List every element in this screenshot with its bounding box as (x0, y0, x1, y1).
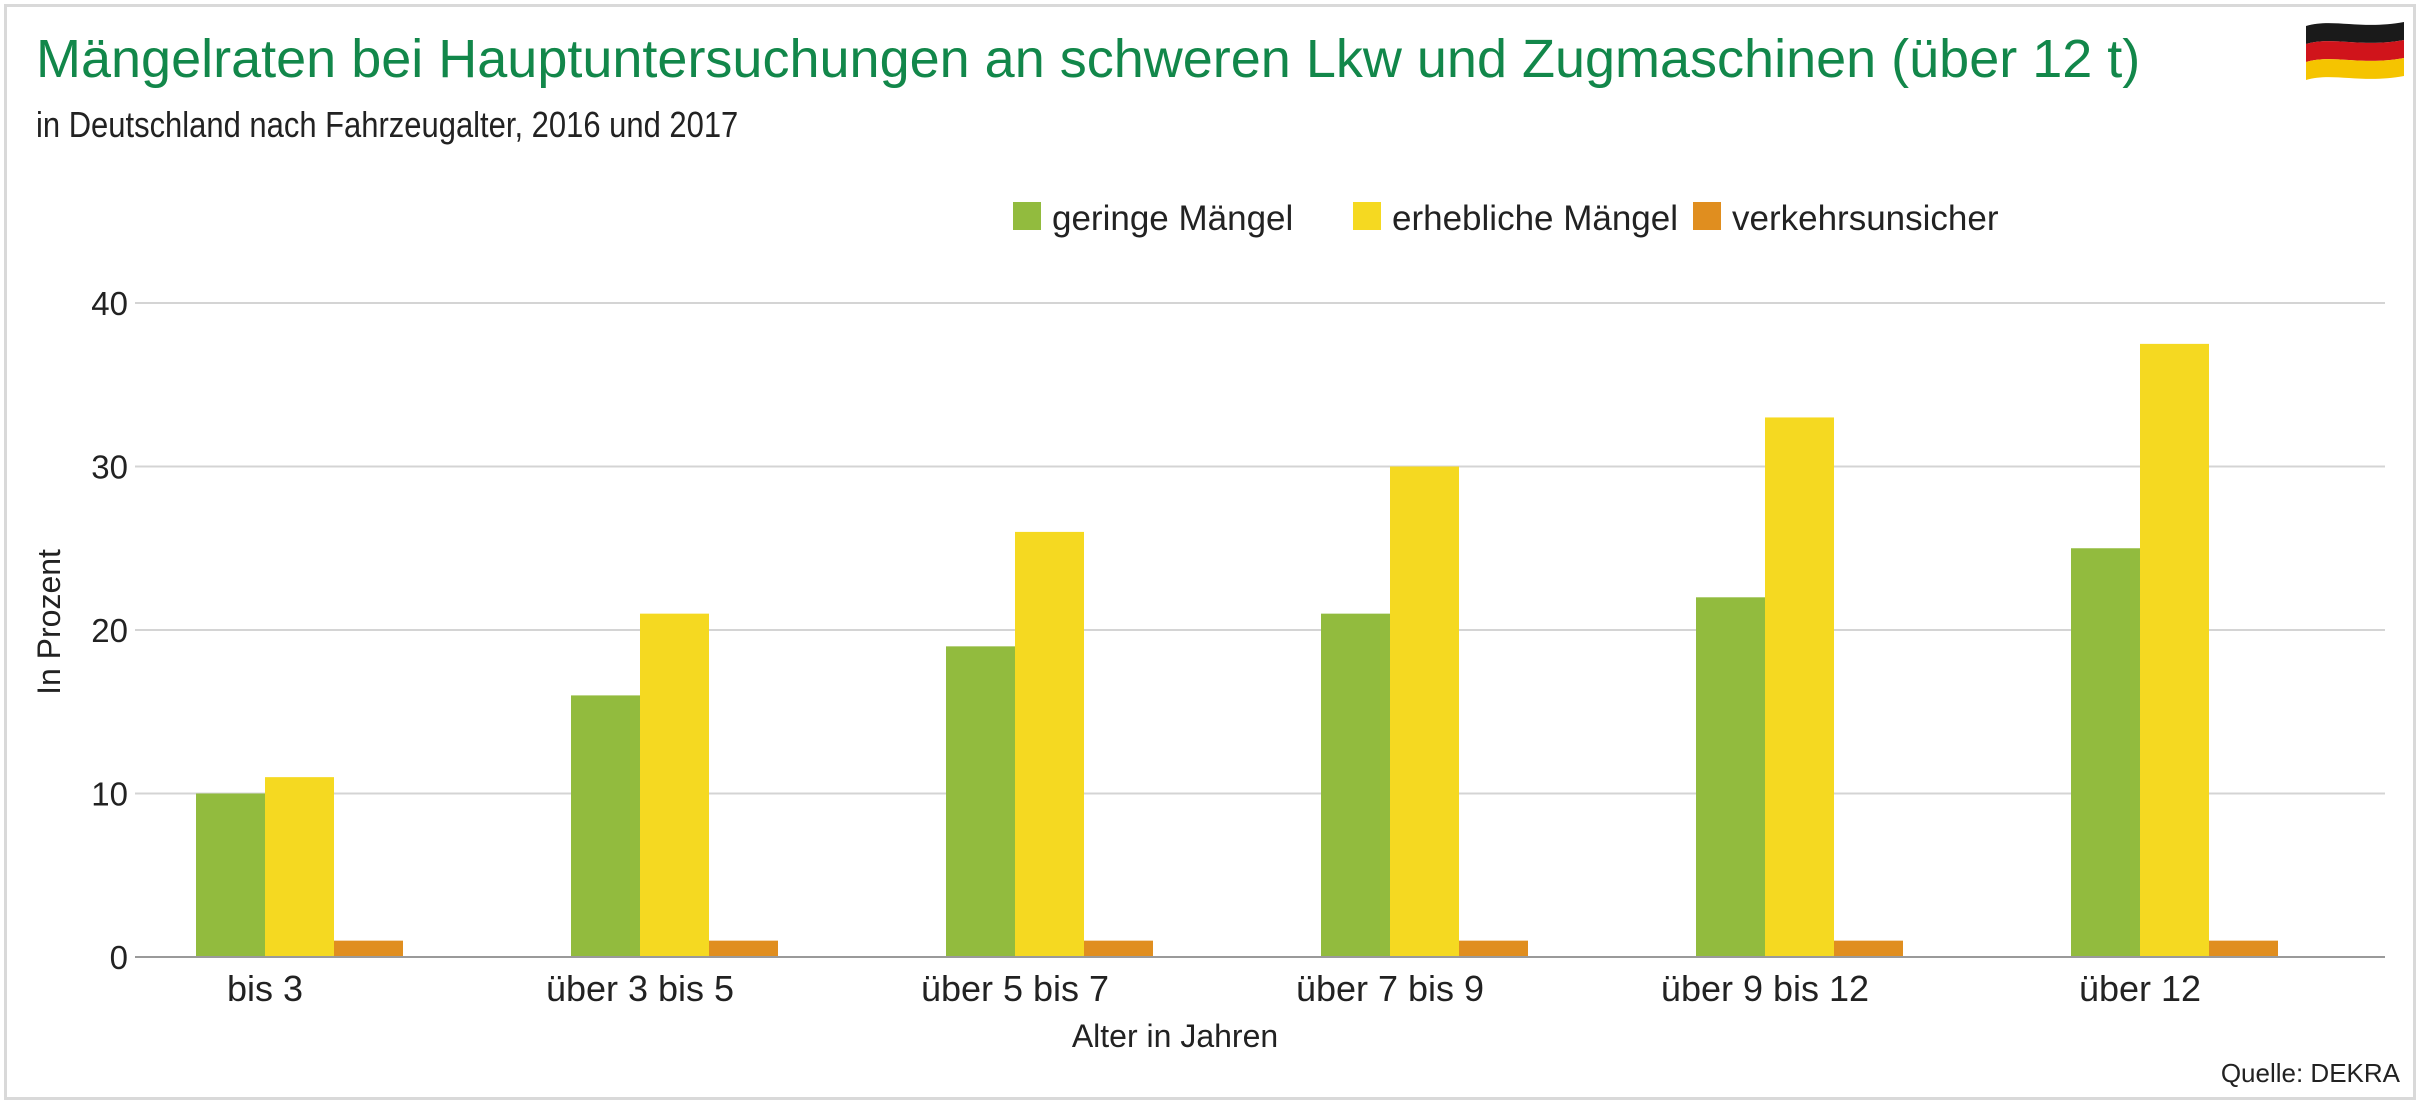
bar-verkehrsunsicher (1834, 940, 1903, 957)
bars (196, 343, 2278, 957)
x-tick-label: bis 3 (227, 968, 303, 1009)
bar-erhebliche (1015, 531, 1084, 957)
y-axis-ticks: 0 10 20 30 40 (91, 285, 128, 976)
legend-label: geringe Mängel (1052, 199, 1293, 238)
x-tick-label: über 5 bis 7 (921, 968, 1109, 1009)
chart-subtitle: in Deutschland nach Fahrzeugalter, 2016 … (36, 104, 739, 145)
legend-swatch (1013, 202, 1041, 230)
bar-geringe (571, 695, 640, 957)
legend-swatch (1693, 202, 1721, 230)
gridlines (135, 302, 2385, 795)
legend-label: verkehrsunsicher (1732, 199, 1999, 238)
chart-frame (4, 4, 2416, 1100)
y-tick-label: 30 (91, 449, 128, 486)
bar-verkehrsunsicher (2209, 940, 2278, 957)
bar-verkehrsunsicher (334, 940, 403, 957)
x-tick-label: über 9 bis 12 (1661, 968, 1869, 1009)
bar-geringe (1696, 597, 1765, 957)
x-tick-label: über 3 bis 5 (546, 968, 734, 1009)
bar-geringe (1321, 613, 1390, 957)
chart-title: Mängelraten bei Hauptuntersuchungen an s… (36, 29, 2141, 89)
legend: geringe Mängel erhebliche Mängel verkehrsu… (1013, 199, 1999, 238)
flag-stripe-red (2306, 40, 2404, 62)
bar-verkehrsunsicher (709, 940, 778, 957)
flag-stripe-gold (2306, 58, 2404, 80)
legend-swatch (1353, 202, 1381, 230)
bar-verkehrsunsicher (1084, 940, 1153, 957)
bar-verkehrsunsicher (1459, 940, 1528, 957)
germany-flag-icon (2306, 22, 2404, 80)
source-note: Quelle: DEKRA (2220, 1058, 2400, 1088)
y-tick-label: 40 (91, 285, 128, 322)
bar-geringe (196, 793, 265, 957)
x-tick-label: über 12 (2079, 968, 2201, 1009)
bar-erhebliche (265, 777, 334, 957)
legend-label: erhebliche Mängel (1392, 199, 1678, 238)
bar-geringe (946, 646, 1015, 957)
y-tick-label: 0 (110, 939, 128, 976)
x-axis-title: Alter in Jahren (1072, 1018, 1278, 1054)
bar-geringe (2071, 548, 2140, 957)
bar-erhebliche (2140, 343, 2209, 957)
flag-stripe-black (2306, 22, 2404, 44)
y-tick-label: 10 (91, 776, 128, 813)
bar-erhebliche (640, 613, 709, 957)
x-tick-label: über 7 bis 9 (1296, 968, 1484, 1009)
x-axis-labels: bis 3 über 3 bis 5 über 5 bis 7 über 7 bis … (227, 968, 2201, 1009)
bar-erhebliche (1765, 417, 1834, 957)
y-axis-title: In Prozent (31, 549, 67, 695)
y-tick-label: 20 (91, 612, 128, 649)
bar-erhebliche (1390, 466, 1459, 957)
